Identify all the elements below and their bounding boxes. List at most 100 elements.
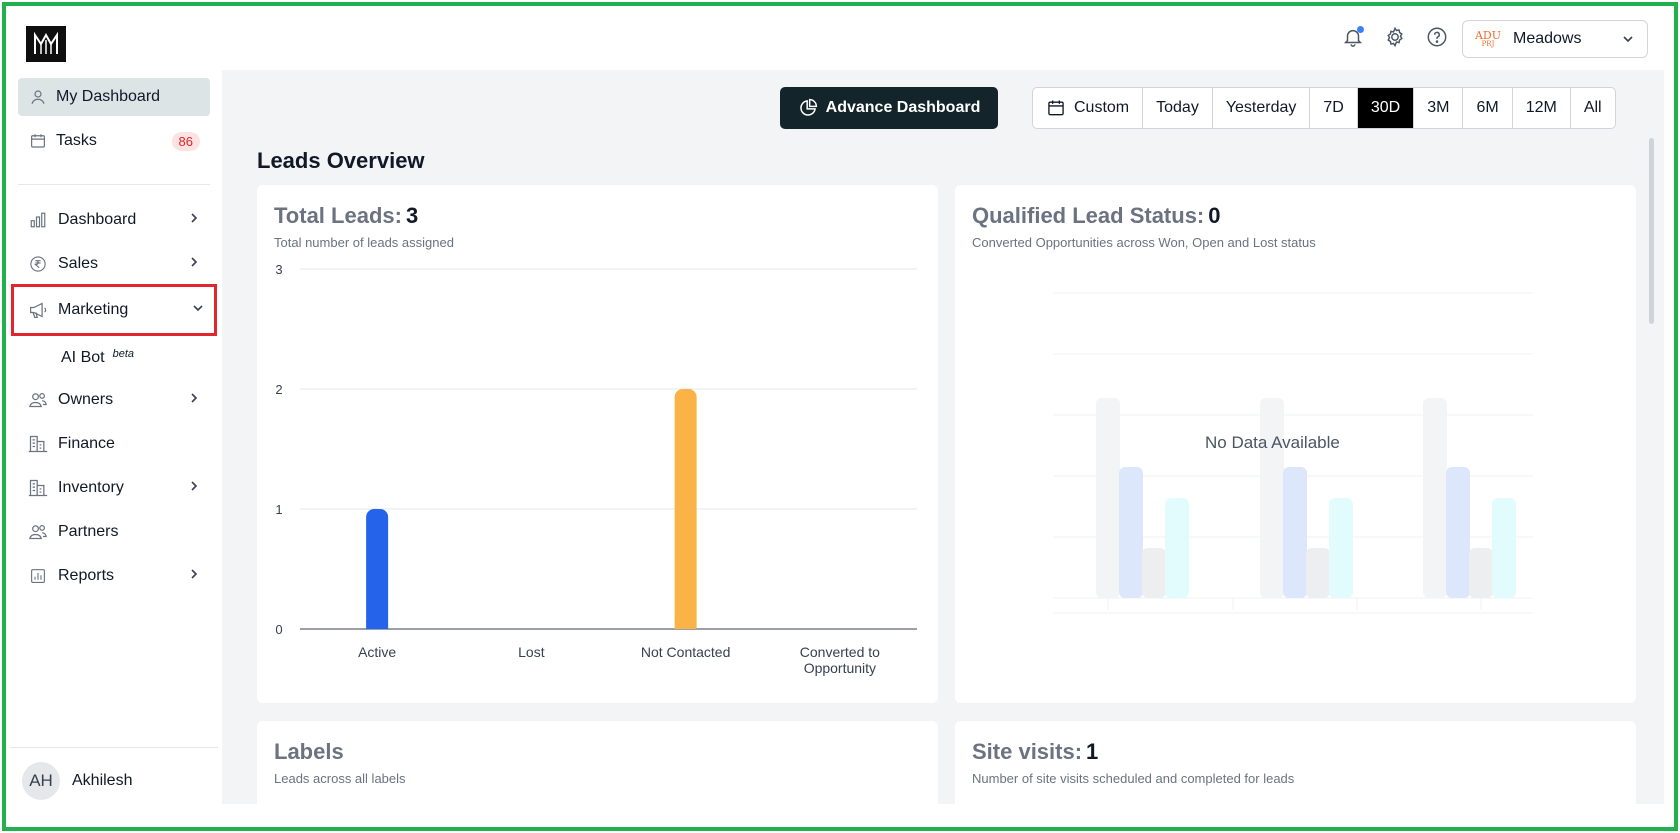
user-profile[interactable]: AH Akhilesh [22,762,132,800]
sidebar-item-sales[interactable]: Sales [16,243,210,285]
y-tick-label: 3 [275,262,282,277]
card-title-label: Qualified Lead Status: [972,203,1205,228]
x-tick-label: Active [358,644,396,660]
users-icon [28,390,48,410]
calendar-icon [28,131,48,151]
bar-base [366,621,389,629]
sidebar-bottom-divider [10,747,218,748]
sidebar-item-label: Marketing [58,301,129,318]
header-icons [1340,24,1450,50]
chevron-right-icon [188,567,200,585]
total-leads-card: Total Leads: 3 Total number of leads assi… [257,185,938,703]
project-logo: ADU PRJ [1473,30,1503,48]
sidebar-item-label: Dashboard [58,211,137,228]
qualified-lead-status-card: Qualified Lead Status: 0 Converted Opport… [955,185,1636,703]
rupee-icon [28,254,48,274]
tasks-count-badge: 86 [171,131,200,151]
sidebar-item-label: Sales [58,255,99,272]
user-name: Akhilesh [72,772,133,789]
x-tick-label: Converted to [800,644,880,660]
help-icon[interactable] [1424,24,1450,50]
calendar-icon [1048,100,1064,116]
range-3m[interactable]: 3M [1414,88,1464,128]
advance-dashboard-label: Advance Dashboard [825,99,981,116]
sidebar-item-inventory[interactable]: Inventory [16,467,210,509]
advance-dashboard-button[interactable]: Advance Dashboard [780,87,998,129]
project-logo-sub: PRJ [1481,40,1495,48]
sidebar-item-owners[interactable]: Owners [16,379,210,421]
card-title-value: 3 [405,203,419,228]
page-title: Leads Overview [257,148,425,173]
bell-icon[interactable] [1340,24,1366,50]
sidebar-item-dashboard[interactable]: Dashboard [16,199,210,241]
card-title: Total Leads: 3 [274,203,418,229]
sidebar: My Dashboard Tasks 86 Dashboard Sales Ma… [11,78,217,599]
scrollbar[interactable] [1649,138,1654,324]
avatar: AH [22,762,60,800]
y-tick-label: 0 [275,622,282,637]
total-leads-chart: 0 1 2 3 Active Lost Not Contacted Converted toO… [275,262,917,676]
sidebar-item-partners[interactable]: Partners [16,511,210,553]
card-title-label: Site visits: [972,739,1083,764]
card-title-value: 0 [1208,203,1221,228]
bar [674,389,697,629]
project-logo-text: ADU [1474,29,1502,42]
range-yesterday[interactable]: Yesterday [1213,88,1311,128]
sidebar-divider [18,184,210,185]
card-title: Qualified Lead Status: 0 [972,203,1221,229]
bar-chart-icon [28,210,48,230]
placeholder-bars [1096,398,1516,598]
range-6m[interactable]: 6M [1463,88,1513,128]
chevron-right-icon [188,255,200,273]
range-30d[interactable]: 30D [1357,88,1415,128]
chevron-down-icon [192,301,204,319]
report-icon [28,566,48,586]
sidebar-item-tasks[interactable]: Tasks 86 [18,122,210,160]
sidebar-item-label: Tasks [56,132,97,149]
users-icon [28,522,48,542]
notification-dot [1357,26,1364,33]
chevron-right-icon [188,479,200,497]
building-icon [28,434,48,454]
sidebar-item-finance[interactable]: Finance [16,423,210,465]
card-subtitle: Total number of leads assigned [274,235,454,250]
bar [366,509,389,629]
card-title-value: 1 [1086,739,1099,764]
date-range-selector: Custom Today Yesterday 7D 30D 3M 6M 12M … [1032,87,1616,129]
range-today[interactable]: Today [1143,88,1213,128]
bar-base [674,621,697,629]
sidebar-item-label: Reports [58,567,115,584]
range-7d[interactable]: 7D [1310,88,1358,128]
project-selector[interactable]: ADU PRJ Meadows [1462,20,1648,58]
range-custom[interactable]: Custom [1033,88,1144,128]
main-content: Advance Dashboard Custom Today Yesterday… [222,70,1664,804]
y-tick-label: 1 [275,502,282,517]
sidebar-item-my-dashboard[interactable]: My Dashboard [18,78,210,116]
app-logo[interactable] [26,26,66,62]
sidebar-item-marketing[interactable]: Marketing [11,284,217,336]
settings-icon[interactable] [1382,24,1408,50]
card-subtitle: Converted Opportunities across Won, Open… [972,235,1316,250]
sidebar-subitem-ai-bot[interactable]: AI Bot beta [14,337,214,379]
sidebar-item-label: My Dashboard [56,88,161,105]
card-subtitle: Number of site visits scheduled and comp… [972,771,1295,786]
x-tick-label: Opportunity [804,660,876,676]
card-title-label: Total Leads: [274,203,402,228]
range-label: Custom [1074,99,1130,116]
card-title: Labels [274,739,344,764]
sidebar-item-reports[interactable]: Reports [16,555,210,597]
beta-tag: beta [112,348,134,360]
range-12m[interactable]: 12M [1513,88,1571,128]
site-visits-card: Site visits: 1 Number of site visits sche… [955,721,1636,804]
chevron-right-icon [188,211,200,229]
sidebar-item-label: AI Bot [61,349,105,366]
chevron-down-icon [1623,36,1633,43]
pie-chart-icon [799,98,817,116]
user-icon [28,87,48,107]
card-subtitle: Leads across all labels [274,771,406,786]
range-all[interactable]: All [1583,99,1602,116]
sidebar-item-label: Partners [58,523,119,540]
logo-mark-icon [34,32,58,54]
sidebar-item-label: Finance [58,435,115,452]
